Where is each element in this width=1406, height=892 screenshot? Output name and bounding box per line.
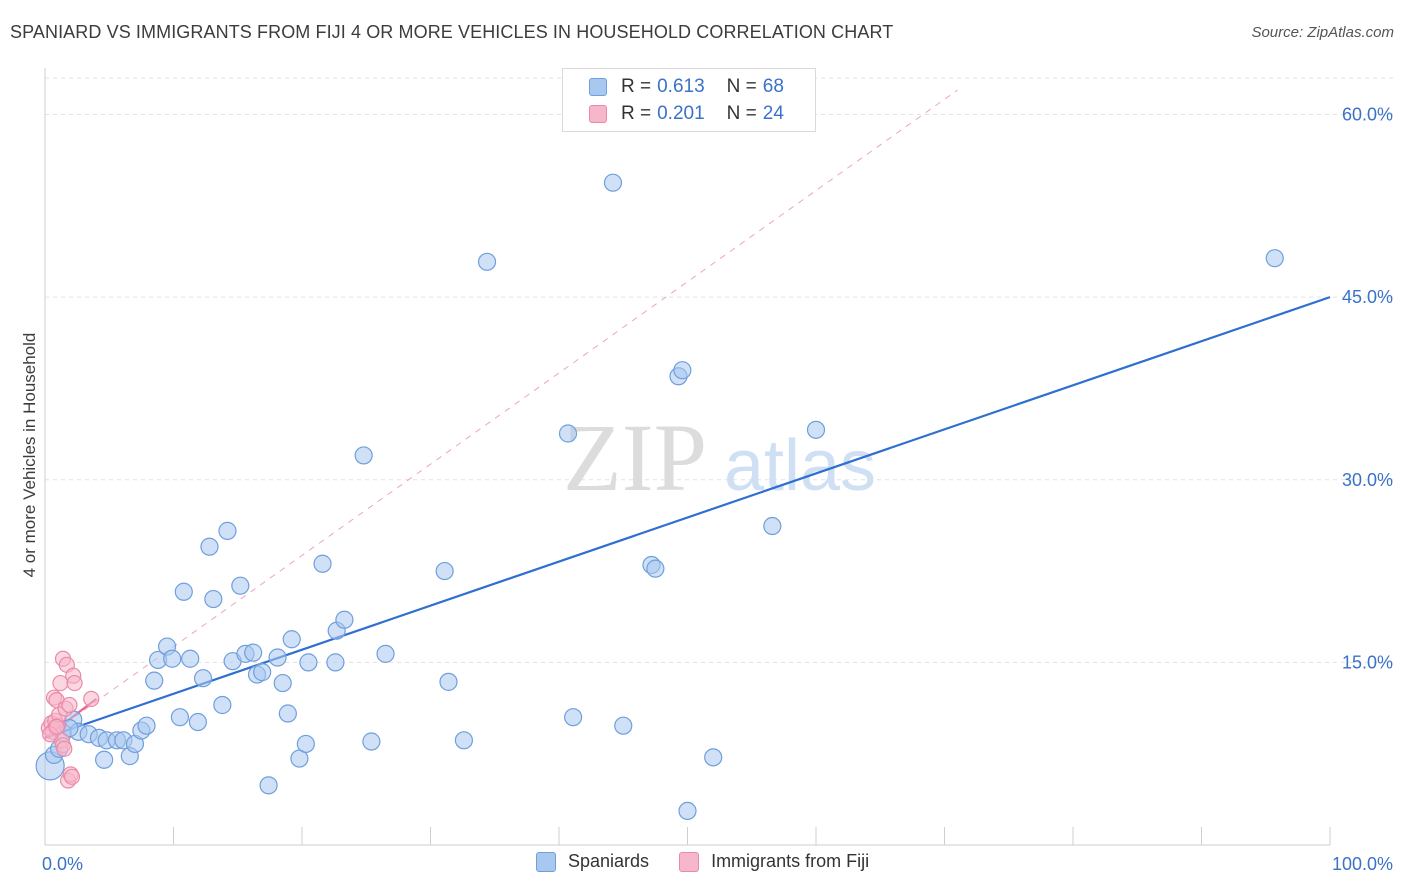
spaniards-n-value: 68 bbox=[762, 76, 784, 97]
spaniards-point bbox=[1265, 249, 1284, 268]
legend-item-fiji[interactable]: Immigrants from Fiji bbox=[679, 851, 869, 872]
spaniards-point bbox=[435, 561, 454, 581]
fiji-point bbox=[61, 696, 78, 714]
spaniards-point bbox=[204, 589, 223, 609]
spaniards-point bbox=[299, 653, 318, 672]
spaniards-point bbox=[145, 671, 164, 690]
spaniards-point bbox=[259, 776, 278, 795]
fiji-point bbox=[83, 690, 100, 708]
legend-row-fiji: R = 0.201 N = 24 bbox=[589, 101, 784, 127]
chart-title: SPANIARD VS IMMIGRANTS FROM FIJI 4 OR MO… bbox=[10, 22, 894, 42]
y-tick-label: 60.0% bbox=[1342, 105, 1393, 125]
spaniards-point bbox=[673, 361, 692, 380]
spaniards-point bbox=[188, 712, 208, 732]
spaniards-point bbox=[296, 734, 315, 754]
fiji-r-value: 0.201 bbox=[657, 103, 705, 124]
spaniards-point bbox=[678, 801, 697, 821]
fiji-legend-label: Immigrants from Fiji bbox=[711, 851, 870, 871]
spaniards-r-value: 0.613 bbox=[657, 76, 705, 97]
spaniards-point bbox=[603, 173, 623, 192]
spaniards-point bbox=[163, 649, 182, 668]
r-label: R = bbox=[621, 76, 652, 97]
watermark-zip: ZIP bbox=[563, 404, 707, 511]
spaniards-point bbox=[282, 630, 301, 649]
spaniards-legend-swatch bbox=[536, 851, 556, 872]
fiji-point bbox=[66, 674, 83, 692]
spaniards-point bbox=[181, 649, 200, 668]
spaniards-point bbox=[763, 516, 782, 536]
spaniards-swatch bbox=[589, 78, 607, 96]
spaniards-point bbox=[174, 582, 193, 601]
x-tick-label: 0.0% bbox=[42, 854, 83, 874]
spaniards-point bbox=[231, 576, 250, 595]
fiji-point bbox=[56, 740, 73, 757]
spaniards-point bbox=[193, 669, 213, 688]
y-tick-label: 45.0% bbox=[1342, 287, 1393, 307]
spaniards-point bbox=[354, 446, 373, 465]
stats-legend: R = 0.613 N = 68 R = 0.201 N = 24 bbox=[562, 68, 816, 132]
spaniards-point bbox=[218, 521, 237, 540]
tick-labels: 15.0% 30.0% 45.0% 60.0% 0.0% 100.0% bbox=[42, 105, 1393, 874]
spaniards-point bbox=[646, 559, 665, 578]
y-tick-label: 30.0% bbox=[1342, 470, 1393, 490]
legend-row-spaniards: R = 0.613 N = 68 bbox=[589, 74, 784, 100]
spaniards-point bbox=[806, 420, 826, 439]
x-tick-label: 100.0% bbox=[1332, 854, 1393, 874]
y-tick-label: 15.0% bbox=[1342, 652, 1393, 672]
spaniards-point bbox=[313, 554, 332, 573]
fiji-point bbox=[63, 768, 81, 785]
spaniards-point bbox=[137, 716, 156, 735]
spaniards-point bbox=[362, 732, 381, 751]
spaniards-point bbox=[244, 643, 263, 662]
spaniards-point bbox=[170, 708, 190, 727]
spaniards-point bbox=[278, 704, 297, 723]
spaniards-point bbox=[253, 663, 272, 682]
spaniards-point bbox=[614, 716, 633, 735]
spaniards-point bbox=[558, 424, 578, 443]
fiji-trend-dashed-line bbox=[44, 89, 958, 739]
gridlines bbox=[45, 77, 1395, 663]
spaniards-point bbox=[704, 748, 723, 767]
fiji-legend-swatch bbox=[679, 851, 700, 872]
n-label: N = bbox=[726, 103, 757, 124]
r-label: R = bbox=[621, 103, 652, 124]
spaniards-point bbox=[439, 672, 458, 691]
spaniards-point bbox=[335, 610, 354, 629]
n-label: N = bbox=[726, 76, 757, 97]
spaniards-point bbox=[213, 695, 232, 715]
spaniards-point bbox=[326, 653, 345, 672]
spaniards-point bbox=[477, 252, 497, 271]
spaniards-point bbox=[95, 750, 114, 769]
spaniards-point bbox=[376, 644, 395, 663]
spaniards-point bbox=[564, 708, 583, 727]
fiji-n-value: 24 bbox=[762, 103, 784, 124]
legend-item-spaniards[interactable]: Spaniards bbox=[536, 851, 649, 872]
data-points bbox=[35, 173, 1284, 821]
spaniards-point bbox=[200, 537, 219, 556]
fiji-point bbox=[48, 718, 65, 736]
spaniards-point bbox=[454, 731, 474, 750]
spaniards-point bbox=[273, 673, 292, 693]
source-label: Source: ZipAtlas.com bbox=[1251, 24, 1394, 41]
watermark-atlas: atlas bbox=[724, 426, 876, 506]
watermark: ZIP atlas bbox=[563, 404, 876, 511]
series-legend: Spaniards Immigrants from Fiji bbox=[536, 851, 899, 872]
fiji-swatch bbox=[589, 105, 607, 123]
axes bbox=[44, 68, 1331, 846]
spaniards-point bbox=[268, 648, 287, 667]
spaniards-legend-label: Spaniards bbox=[568, 851, 650, 871]
